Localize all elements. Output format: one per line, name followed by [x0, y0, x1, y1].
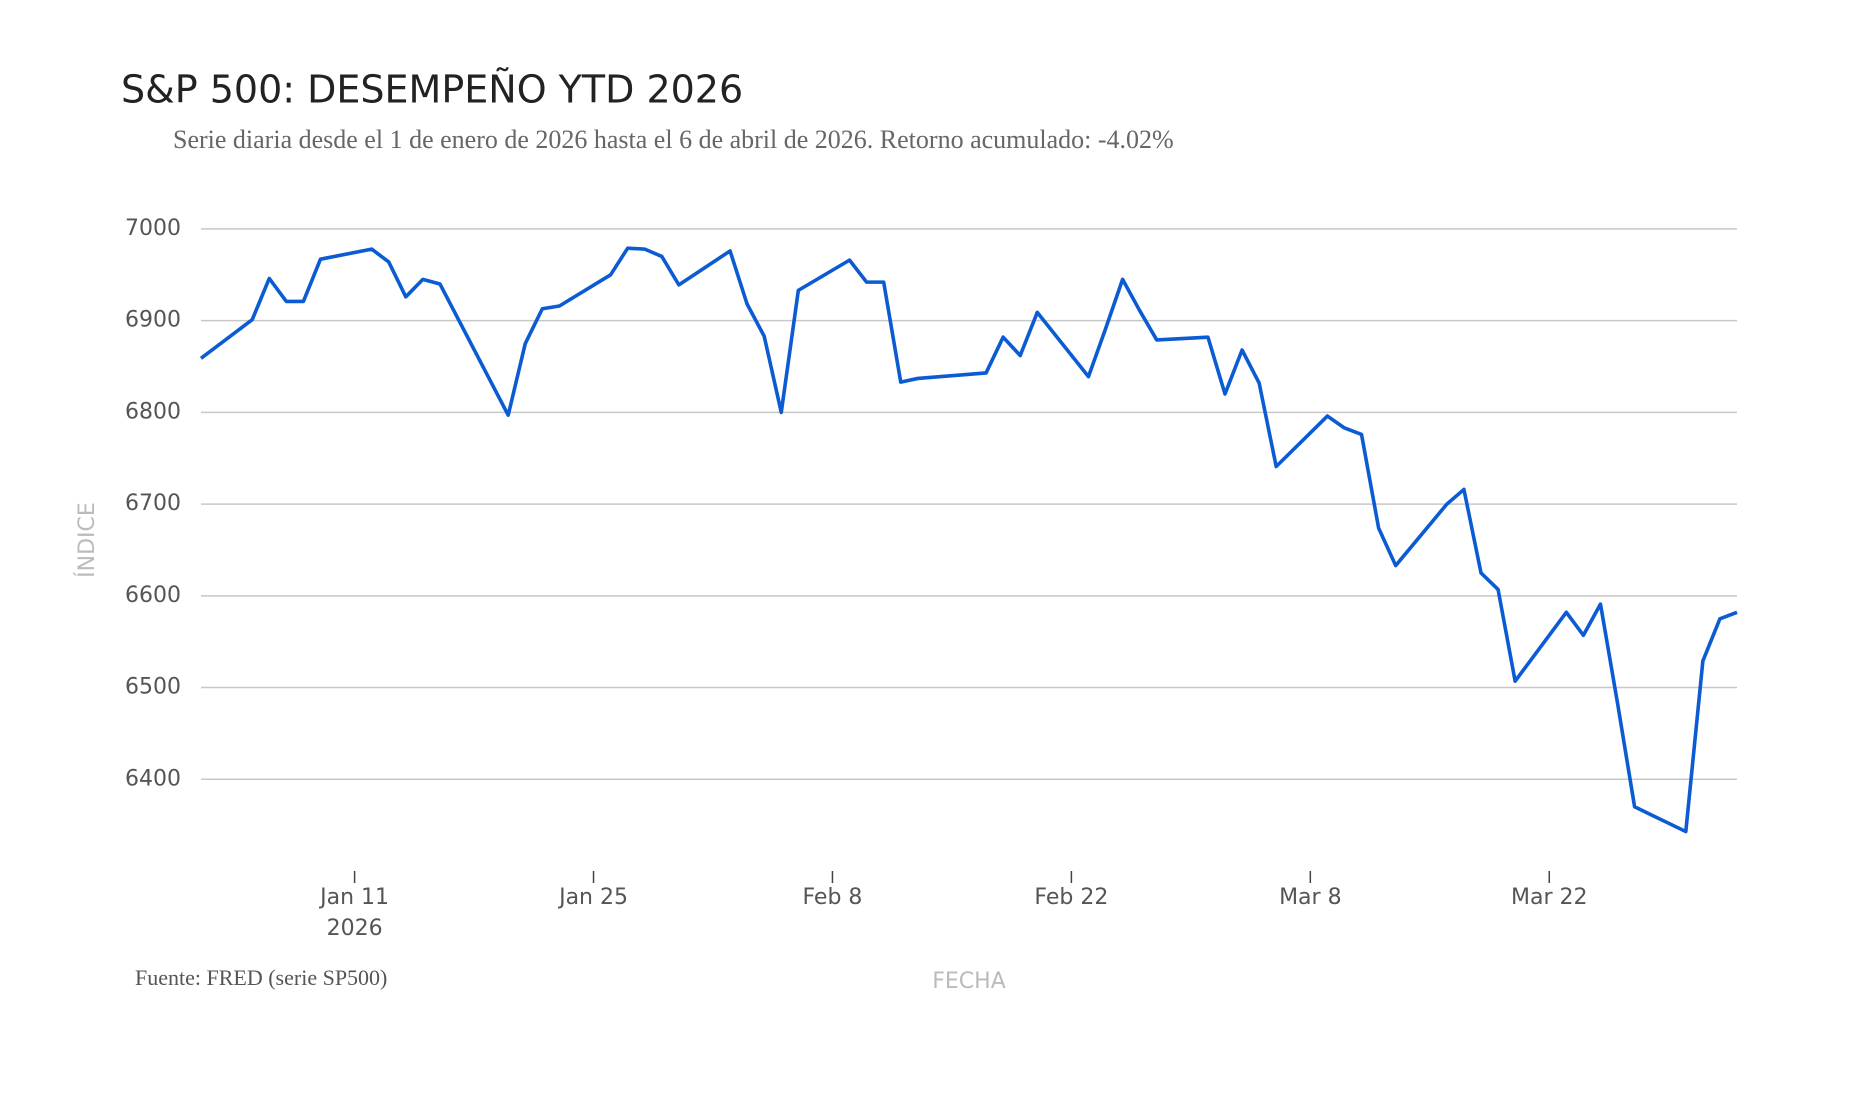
x-axis-label: FECHA — [932, 969, 1006, 994]
y-tick-label: 6800 — [125, 399, 181, 424]
x-tick-label: Mar 8 — [1279, 885, 1342, 910]
x-tick-label: Feb 8 — [802, 885, 862, 910]
y-tick-label: 6700 — [125, 491, 181, 516]
y-tick-label: 6900 — [125, 308, 181, 333]
source-note: Fuente: FRED (serie SP500) — [135, 965, 387, 990]
y-tick-label: 6600 — [125, 583, 181, 608]
chart-title: S&P 500: DESEMPEÑO YTD 2026 — [121, 68, 743, 112]
y-axis-label: ÍNDICE — [74, 502, 100, 578]
y-tick-label: 6400 — [125, 766, 181, 791]
x-tick-label: Feb 22 — [1034, 885, 1108, 910]
line-series — [199, 246, 1738, 834]
chart-subtitle: Serie diaria desde el 1 de enero de 2026… — [173, 125, 1174, 154]
x-tick-label: Jan 11 — [318, 885, 389, 910]
x-year-label: 2026 — [327, 916, 383, 941]
y-tick-label: 6500 — [125, 675, 181, 700]
x-tick-label: Jan 25 — [557, 885, 628, 910]
x-tick-label: Mar 22 — [1511, 885, 1588, 910]
y-tick-label: 7000 — [125, 216, 181, 241]
